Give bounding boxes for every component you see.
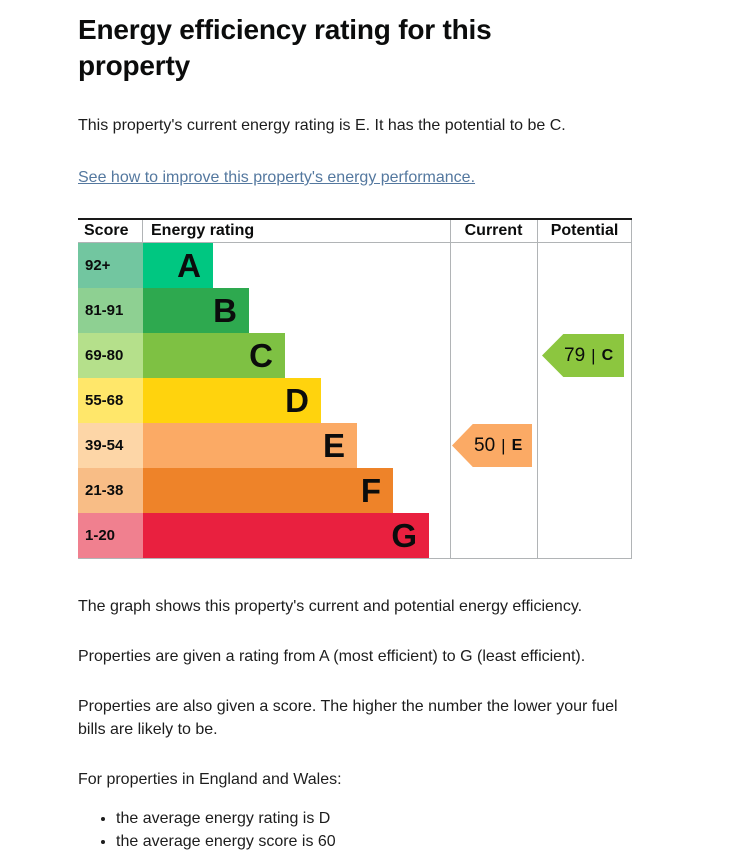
header-score: Score <box>78 220 143 242</box>
band-score-range: 81-91 <box>78 288 143 333</box>
header-energy-rating: Energy rating <box>151 222 255 239</box>
page-content: Energy efficiency rating for this proper… <box>0 0 640 853</box>
paragraph-rating-scale: Properties are given a rating from A (mo… <box>78 648 586 665</box>
band-letter: F <box>360 472 381 509</box>
band-letter: A <box>177 247 201 284</box>
band-bar: E <box>143 423 357 468</box>
table-right-border <box>631 220 632 558</box>
band-letter: E <box>322 427 345 464</box>
band-score-range: 21-38 <box>78 468 143 513</box>
band-score-range: 92+ <box>78 243 143 288</box>
band-letter: G <box>391 517 417 554</box>
band-row-g: 1-20 G <box>78 513 632 558</box>
epc-rating-chart: Score Energy rating Current Potential 92… <box>78 218 632 559</box>
potential-rating-letter: C <box>601 346 614 364</box>
band-row-f: 21-38 F <box>78 468 632 513</box>
band-row-d: 55-68 D <box>78 378 632 423</box>
averages-list: the average energy rating is D the avera… <box>78 807 640 853</box>
paragraph-score-info: Properties are also given a score. The h… <box>78 698 618 738</box>
column-divider-potential <box>537 220 538 558</box>
band-row-a: 92+ A <box>78 243 632 288</box>
band-bar: A <box>143 243 213 288</box>
band-bar: F <box>143 468 393 513</box>
list-item-average-score: the average energy score is 60 <box>116 830 640 853</box>
column-divider-current <box>450 220 451 558</box>
band-letter: D <box>285 382 309 419</box>
band-score-range: 1-20 <box>78 513 143 558</box>
band-row-e: 39-54 E <box>78 423 632 468</box>
page-title: Energy efficiency rating for this proper… <box>78 14 492 81</box>
band-row-c: 69-80 C <box>78 333 632 378</box>
band-score-range: 55-68 <box>78 378 143 423</box>
paragraph-england-wales: For properties in England and Wales: <box>78 771 342 788</box>
band-letter: B <box>213 292 237 329</box>
separator: | <box>501 435 506 455</box>
chart-header-row: Score Energy rating Current Potential <box>78 220 632 243</box>
potential-score-value: 79 <box>564 344 586 366</box>
chart-body: 92+ A 81-91 B 69-80 C 55-68 D 39-54 E 21… <box>78 243 632 558</box>
separator: | <box>591 345 596 365</box>
paragraph-graph: The graph shows this property's current … <box>78 598 583 615</box>
band-bar: G <box>143 513 429 558</box>
band-row-b: 81-91 B <box>78 288 632 333</box>
improve-performance-link[interactable]: See how to improve this property's energ… <box>78 169 476 186</box>
header-current: Current <box>464 222 523 239</box>
band-bar: C <box>143 333 285 378</box>
band-bar: D <box>143 378 321 423</box>
header-potential: Potential <box>550 222 619 239</box>
band-score-range: 39-54 <box>78 423 143 468</box>
intro-text: This property's current energy rating is… <box>78 117 566 134</box>
band-letter: C <box>249 337 273 374</box>
current-rating-letter: E <box>511 436 523 454</box>
band-bar: B <box>143 288 249 333</box>
current-score-value: 50 <box>474 434 496 456</box>
band-score-range: 69-80 <box>78 333 143 378</box>
list-item-average-rating: the average energy rating is D <box>116 807 640 830</box>
